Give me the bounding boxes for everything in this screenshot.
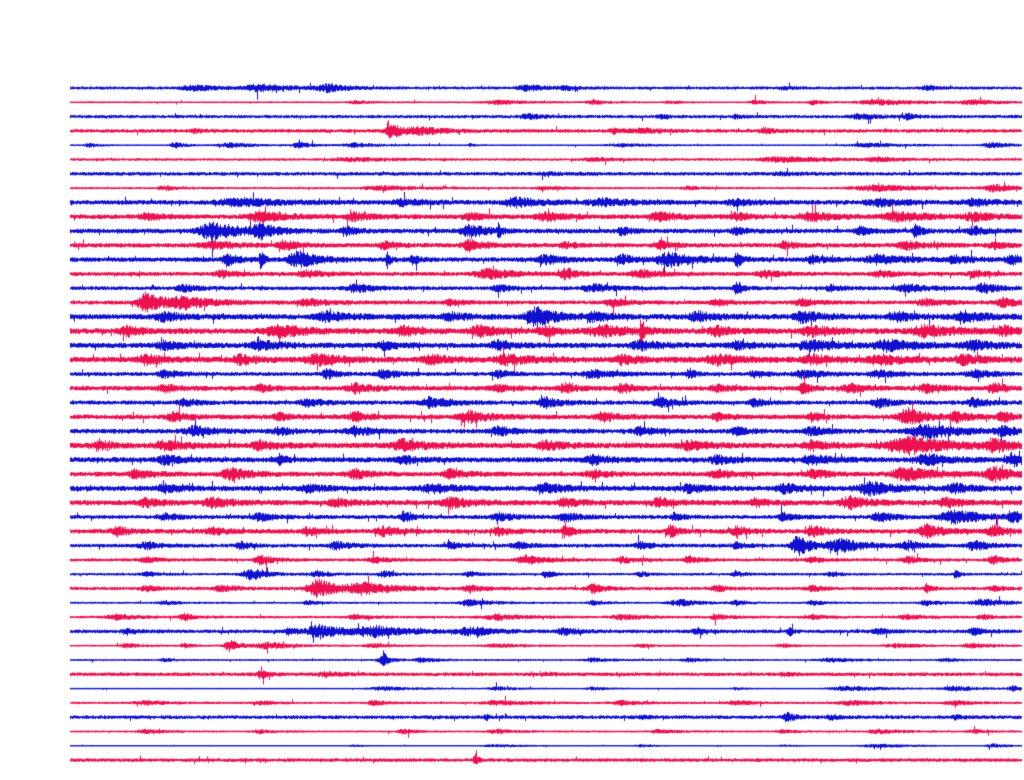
helicorder-canvas <box>0 0 1024 780</box>
helicorder-page: HT Griva (Thessaloniki) Applied filter: … <box>0 0 1024 780</box>
